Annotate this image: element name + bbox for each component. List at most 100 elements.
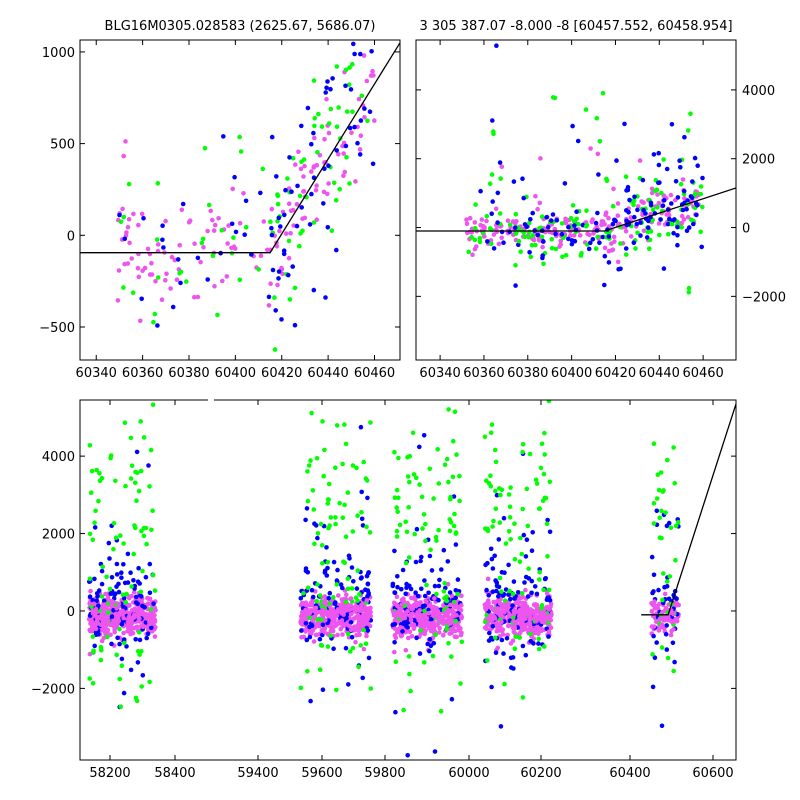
data-point [123,483,128,489]
data-point [516,238,522,244]
x-tick-label: 60400 [551,366,592,381]
data-point [316,111,321,117]
data-point [350,109,355,114]
data-point [313,632,319,638]
data-point [503,587,509,592]
data-point [453,618,459,624]
data-point [640,199,645,205]
data-point [289,189,294,194]
data-point [667,216,672,222]
x-tick-label: 60460 [682,366,723,381]
data-point [311,165,317,170]
data-point [364,633,369,639]
data-point [328,628,334,634]
data-point [233,229,239,235]
data-point [512,596,517,601]
data-point [105,610,111,615]
data-point [211,228,217,233]
data-point [541,617,547,622]
data-point [309,141,314,147]
data-point [312,135,317,141]
data-point [368,420,373,425]
data-point [695,163,700,168]
data-point [121,285,126,290]
data-point [117,676,122,682]
data-point [308,458,313,463]
data-point [221,134,226,139]
data-point [657,616,663,622]
data-point [421,512,427,517]
data-point [412,531,418,537]
data-point [307,222,313,227]
data-point [114,606,119,611]
data-point [334,687,339,693]
data-point [112,629,117,635]
data-point [265,247,270,253]
data-point [517,635,522,640]
data-point [661,157,666,162]
data-point [447,631,453,636]
data-point [400,629,405,634]
data-point [117,212,122,218]
data-point [522,234,527,240]
data-point [364,524,369,530]
data-point [372,118,377,123]
data-point [672,480,677,486]
data-point [542,644,547,649]
data-point [277,228,282,234]
data-point [320,607,326,613]
x-tick-label: 60600 [692,766,733,781]
data-point [357,147,363,152]
data-point [331,180,337,186]
data-point [309,169,314,174]
data-point [500,608,505,614]
data-point [488,430,494,436]
data-point [122,261,127,267]
data-point [651,624,657,629]
data-point [651,441,657,447]
y-tick-label: 4000 [742,84,775,99]
data-point [100,564,105,570]
data-point [478,222,483,228]
data-point [560,254,565,260]
data-point [668,192,674,198]
data-point [201,245,206,250]
data-point [424,599,429,605]
data-point [119,575,124,580]
data-point [334,247,339,253]
data-point [287,297,293,302]
data-point [310,488,316,493]
data-point [539,441,545,447]
data-point [553,246,559,252]
data-point [493,488,498,494]
data-point [229,221,235,227]
data-point [464,221,470,227]
data-point [536,238,542,243]
data-point [365,581,371,587]
data-point [114,572,120,577]
data-point [645,229,651,235]
data-point [692,155,698,161]
data-point [296,149,301,155]
data-point [90,611,96,616]
data-point [491,599,497,605]
data-point [99,581,105,587]
data-point [434,610,439,616]
data-point [533,602,538,607]
data-point [394,594,400,600]
y-tick-label: −2000 [742,290,786,305]
data-point [106,540,112,546]
data-point [437,617,443,622]
data-point [136,222,141,228]
data-point [140,268,145,274]
data-point [520,621,525,627]
data-point [109,614,115,619]
data-point [326,130,332,136]
data-point [145,624,150,630]
data-point [649,554,655,560]
data-point [305,585,311,591]
data-point [467,215,473,221]
data-point [595,234,600,240]
chart-title: 3 305 387.07 -8.000 -8 [60457.552, 60458… [419,19,732,34]
data-point [128,435,134,441]
